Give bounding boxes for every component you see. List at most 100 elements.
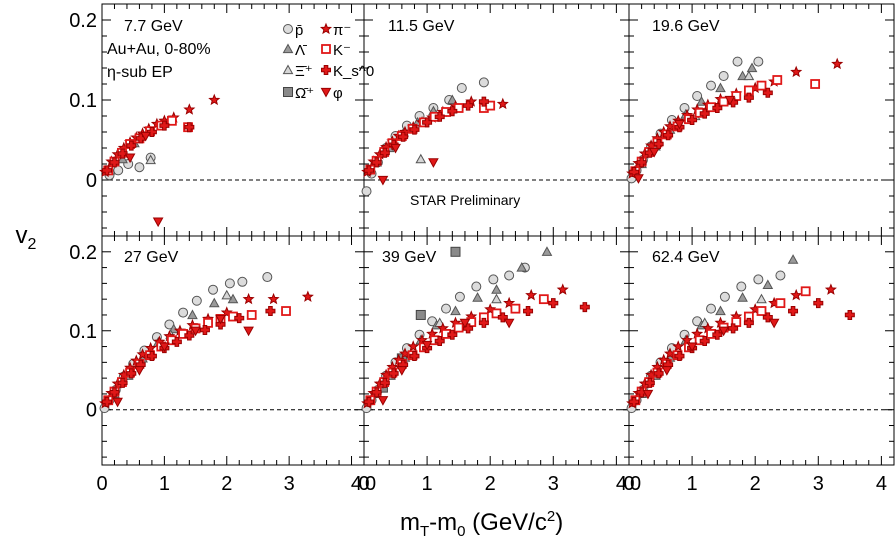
data-point-xi xyxy=(491,293,502,304)
data-point-pbar xyxy=(753,56,764,67)
data-point-pbar xyxy=(456,83,467,93)
data-point-pbar xyxy=(736,281,747,292)
x-tick-label: 4 xyxy=(351,473,362,495)
data-point-ks xyxy=(364,396,375,407)
data-point-pi xyxy=(790,288,803,301)
legend-label-k: K⁻ xyxy=(333,42,351,59)
data-point-pbar xyxy=(718,71,729,81)
data-point-pbar xyxy=(361,186,372,197)
data-point-xi xyxy=(743,70,755,81)
data-point-pi xyxy=(183,103,196,115)
ep-label: η-sub EP xyxy=(107,64,173,81)
data-point-k xyxy=(731,317,742,327)
data-point-phi xyxy=(134,366,145,376)
data-point-pbar xyxy=(454,291,465,302)
data-point-pbar xyxy=(719,291,730,302)
data-point-phi xyxy=(421,340,433,351)
data-point-ks xyxy=(126,368,137,379)
x-tick-label: 3 xyxy=(284,473,295,495)
data-point-ks xyxy=(687,115,698,125)
data-point-ks xyxy=(644,377,655,388)
data-point-lambda xyxy=(450,305,461,316)
data-point-pbar xyxy=(504,270,515,281)
data-point-pi xyxy=(407,340,420,352)
data-point-phi xyxy=(159,342,170,353)
data-point-k xyxy=(281,306,291,316)
data-point-ks xyxy=(126,140,137,151)
data-point-phi xyxy=(377,175,389,186)
data-point-lambda xyxy=(472,292,483,302)
y-tick-label: 0.1 xyxy=(69,321,97,343)
data-point-ks xyxy=(234,313,245,324)
legend-marker-phi xyxy=(320,87,332,98)
data-point-ks xyxy=(478,317,489,328)
data-point-ks xyxy=(364,165,375,176)
data-point-pi xyxy=(416,333,429,346)
data-point-pbar xyxy=(262,272,273,283)
data-point-ks xyxy=(184,122,195,133)
legend-marker-pi xyxy=(319,22,333,35)
data-point-lambda xyxy=(746,62,758,73)
data-point-pbar xyxy=(478,77,489,88)
legend-marker-xi xyxy=(282,64,294,75)
data-point-pi xyxy=(681,333,694,346)
data-point-ks xyxy=(199,324,210,335)
data-point-ks xyxy=(636,157,647,168)
data-point-phi xyxy=(428,158,439,168)
data-point-pi xyxy=(496,97,509,110)
data-point-lambda xyxy=(762,279,774,290)
data-point-ks xyxy=(712,329,723,340)
data-point-phi xyxy=(661,366,673,376)
panel-label-1: 7.7 GeV xyxy=(124,18,183,35)
y-tick-label: 0 xyxy=(86,170,97,192)
legend-label-pi: π⁻ xyxy=(333,22,351,39)
x-tick-label: 2 xyxy=(485,473,496,495)
y-axis-label: v2 xyxy=(16,222,37,253)
data-point-phi xyxy=(112,397,123,408)
x-tick-label: 2 xyxy=(221,473,232,495)
data-point-xi xyxy=(221,289,233,300)
x-tick-label: 0 xyxy=(365,473,376,495)
data-point-ks xyxy=(728,323,739,334)
data-point-xi xyxy=(756,293,767,304)
data-point-phi xyxy=(124,153,136,164)
data-point-ks xyxy=(388,368,399,379)
x-axis-label: mT-m0 (GeV/c2) xyxy=(400,508,563,540)
data-point-pbar xyxy=(178,307,189,318)
data-point-phi xyxy=(243,326,254,337)
data-point-lambda xyxy=(787,254,799,264)
data-point-phi xyxy=(642,389,654,400)
data-point-ks xyxy=(171,336,182,347)
y-tick-label: 0 xyxy=(86,400,97,422)
y-tick-label: 0.1 xyxy=(69,90,97,112)
data-point-ks xyxy=(371,157,382,168)
data-point-pi xyxy=(220,306,233,318)
data-point-pbar xyxy=(706,303,717,314)
data-point-ks xyxy=(159,120,170,131)
data-point-k xyxy=(203,317,213,328)
data-point-pbar xyxy=(441,303,452,314)
x-tick-label: 1 xyxy=(422,473,433,495)
data-point-pbar xyxy=(237,276,248,287)
data-point-ks xyxy=(109,387,120,398)
data-point-lambda xyxy=(446,94,458,105)
data-point-lambda xyxy=(715,305,726,316)
x-tick-label: 3 xyxy=(813,473,824,495)
data-point-pbar xyxy=(224,278,235,289)
x-tick-label: 0 xyxy=(358,473,369,495)
data-point-pi xyxy=(824,283,837,295)
data-point-ks xyxy=(117,377,128,388)
preliminary-label: STAR Preliminary xyxy=(410,192,520,208)
data-point-pi xyxy=(831,57,844,70)
data-point-ks xyxy=(699,336,710,347)
data-point-ks xyxy=(265,306,276,317)
data-point-ks xyxy=(463,323,474,334)
data-point-ks xyxy=(101,396,112,407)
data-point-pbar xyxy=(134,162,145,173)
data-point-pbar xyxy=(732,56,743,67)
data-point-ks xyxy=(146,127,157,137)
panel-label-5: 39 GeV xyxy=(382,249,437,266)
panel-label-2: 11.5 GeV xyxy=(388,18,455,35)
legend-label-omega: Ω̄⁺ xyxy=(295,85,314,102)
data-point-k xyxy=(491,308,502,319)
